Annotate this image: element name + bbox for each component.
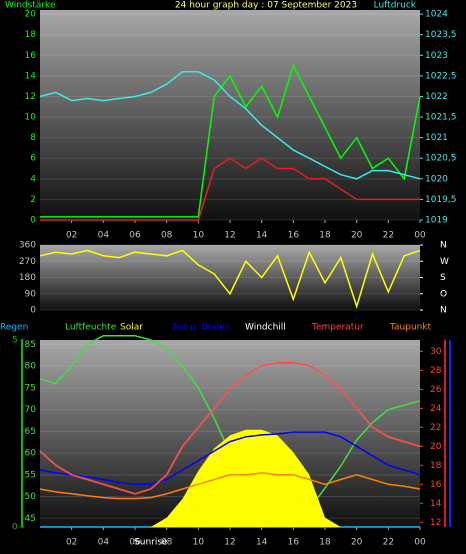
y2-tick-label: 1021 — [425, 133, 448, 143]
legend-label: Solar — [120, 323, 143, 333]
y2-tick-label: 1023 — [425, 51, 448, 61]
annotation: Sunrise — [134, 538, 168, 548]
legend-label: Luftfeuchte — [65, 323, 117, 333]
y-tick-label: 50 — [25, 492, 37, 502]
series-line — [40, 63, 421, 218]
series-line — [40, 157, 420, 221]
y-tick-label: 8 — [30, 133, 36, 143]
y2-tick-label: 18 — [430, 461, 442, 471]
y-tick-label: 14 — [25, 71, 37, 81]
x-tick-label: 02 — [66, 231, 77, 241]
x-tick-label: 18 — [319, 231, 331, 241]
y2-axis-label: Luftdruck — [374, 1, 417, 11]
y-tick-label: 60 — [25, 449, 37, 459]
x-tick-label: 00 — [414, 538, 426, 548]
x-tick-label: 00 — [414, 231, 426, 241]
y-tick-label: 12 — [25, 92, 36, 102]
solar-area — [40, 429, 420, 527]
y2-tick-label: 1024 — [425, 10, 448, 20]
series-line — [39, 472, 421, 500]
rain-tick-label: 0 — [12, 523, 18, 533]
y-tick-label: 16 — [25, 51, 37, 61]
y-axis-label: Windstärke — [5, 1, 56, 11]
y2-tick-label: 26 — [430, 385, 442, 395]
y2-tick-label: 12 — [430, 518, 441, 528]
series-line — [39, 71, 421, 180]
y-tick-label: 65 — [25, 427, 36, 437]
y2-tick-label: S — [440, 273, 446, 283]
y-tick-label: 55 — [25, 470, 36, 480]
y-tick-label: 2 — [30, 195, 36, 205]
x-tick-label: 18 — [319, 538, 331, 548]
y-tick-label: 4 — [30, 174, 36, 184]
series-line — [39, 362, 421, 495]
x-tick-label: 16 — [288, 538, 300, 548]
y2-tick-label: 20 — [430, 442, 442, 452]
x-tick-label: 08 — [161, 538, 173, 548]
y2-tick-label: 1021,5 — [425, 113, 457, 123]
y-tick-label: 80 — [25, 362, 37, 372]
y2-tick-label: 14 — [430, 499, 442, 509]
y2-tick-label: O — [440, 289, 447, 299]
y-tick-label: 0 — [30, 306, 36, 316]
series-line — [39, 249, 421, 309]
y2-tick-label: 1019 — [425, 216, 448, 226]
y-tick-label: 75 — [25, 383, 36, 393]
y2-tick-label: N — [440, 306, 447, 316]
y-tick-label: 20 — [25, 10, 37, 20]
x-tick-label: 08 — [161, 231, 173, 241]
x-tick-label: 20 — [351, 538, 363, 548]
y2-tick-label: N — [440, 241, 447, 251]
y2-tick-label: 24 — [430, 404, 442, 414]
x-tick-label: 06 — [129, 231, 141, 241]
y2-tick-label: 1023,5 — [425, 30, 457, 40]
legend-label: Regen — [0, 323, 28, 333]
chart-title: 24 hour graph day : 07 September 2023 — [175, 1, 357, 11]
y-tick-label: 10 — [25, 113, 37, 123]
x-tick-label: 16 — [288, 231, 300, 241]
x-tick-label: 10 — [193, 538, 205, 548]
x-tick-label: 22 — [383, 538, 394, 548]
y-tick-label: 6 — [30, 154, 36, 164]
y2-tick-label: 1022,5 — [425, 71, 457, 81]
x-tick-label: 22 — [383, 231, 394, 241]
y-tick-label: 85 — [25, 340, 36, 350]
rain-tick-label: 5 — [12, 336, 18, 346]
x-tick-label: 04 — [98, 231, 110, 241]
x-tick-label: 14 — [256, 231, 268, 241]
x-tick-label: 12 — [224, 538, 235, 548]
y2-tick-label: 22 — [430, 423, 441, 433]
y-tick-label: 270 — [19, 257, 36, 267]
y2-tick-label: 1020 — [425, 174, 448, 184]
y2-tick-label: 1020,5 — [425, 154, 457, 164]
y2-tick-label: 16 — [430, 480, 442, 490]
y-tick-label: 90 — [25, 289, 37, 299]
x-tick-label: 06 — [129, 538, 141, 548]
x-tick-label: 04 — [98, 538, 110, 548]
legend-label: Temperatur — [311, 323, 364, 333]
y-tick-label: 18 — [25, 30, 37, 40]
series-line — [39, 431, 421, 486]
y-tick-label: 0 — [30, 216, 36, 226]
legend-label: Temp. Boden — [171, 323, 230, 333]
y-tick-label: 45 — [25, 514, 36, 524]
y-tick-label: 180 — [19, 273, 36, 283]
x-tick-label: 12 — [224, 231, 235, 241]
y-tick-label: 70 — [25, 405, 37, 415]
panel-wind — [40, 10, 420, 220]
y2-tick-label: 1019,5 — [425, 195, 457, 205]
x-tick-label: 14 — [256, 538, 268, 548]
legend-label: Taupunkt — [389, 323, 432, 333]
x-tick-label: 20 — [351, 231, 363, 241]
x-tick-label: 10 — [193, 231, 205, 241]
x-tick-label: 02 — [66, 538, 77, 548]
y2-tick-label: W — [440, 257, 449, 267]
y-tick-label: 360 — [19, 241, 36, 251]
y2-tick-label: 30 — [430, 347, 442, 357]
y2-tick-label: 28 — [430, 366, 442, 376]
legend-label: Windchill — [245, 323, 286, 333]
y2-tick-label: 1022 — [425, 92, 448, 102]
